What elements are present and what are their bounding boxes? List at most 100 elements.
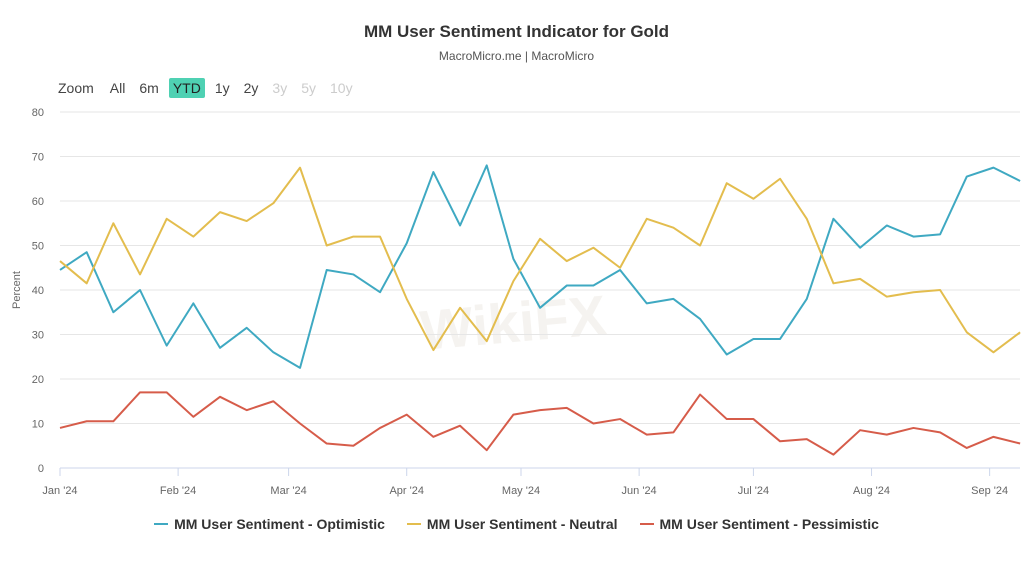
data-point[interactable]: [990, 349, 996, 355]
data-point[interactable]: [964, 174, 970, 180]
data-point[interactable]: [1017, 178, 1023, 184]
data-point[interactable]: [804, 296, 810, 302]
data-point[interactable]: [830, 216, 836, 222]
data-point[interactable]: [670, 225, 676, 231]
data-point[interactable]: [484, 162, 490, 168]
data-point[interactable]: [910, 289, 916, 295]
data-point[interactable]: [377, 425, 383, 431]
data-point[interactable]: [270, 398, 276, 404]
data-point[interactable]: [910, 425, 916, 431]
data-point[interactable]: [430, 169, 436, 175]
data-point[interactable]: [537, 407, 543, 413]
data-point[interactable]: [1017, 441, 1023, 447]
data-point[interactable]: [884, 294, 890, 300]
data-point[interactable]: [937, 429, 943, 435]
data-point[interactable]: [564, 258, 570, 264]
data-point[interactable]: [564, 283, 570, 289]
data-point[interactable]: [804, 436, 810, 442]
data-point[interactable]: [110, 309, 116, 315]
data-point[interactable]: [84, 418, 90, 424]
data-point[interactable]: [590, 421, 596, 427]
data-point[interactable]: [350, 443, 356, 449]
data-point[interactable]: [190, 414, 196, 420]
data-point[interactable]: [617, 265, 623, 271]
data-point[interactable]: [857, 276, 863, 282]
data-point[interactable]: [937, 231, 943, 237]
data-point[interactable]: [457, 423, 463, 429]
data-point[interactable]: [590, 283, 596, 289]
data-point[interactable]: [777, 336, 783, 342]
data-point[interactable]: [937, 287, 943, 293]
data-point[interactable]: [697, 243, 703, 249]
data-point[interactable]: [804, 216, 810, 222]
data-point[interactable]: [137, 287, 143, 293]
data-point[interactable]: [270, 200, 276, 206]
range-button-1y[interactable]: 1y: [214, 80, 230, 96]
range-button-2y[interactable]: 2y: [243, 80, 259, 96]
data-point[interactable]: [217, 345, 223, 351]
data-point[interactable]: [724, 416, 730, 422]
data-point[interactable]: [484, 447, 490, 453]
data-point[interactable]: [990, 165, 996, 171]
data-point[interactable]: [377, 289, 383, 295]
data-point[interactable]: [564, 405, 570, 411]
data-point[interactable]: [964, 329, 970, 335]
data-point[interactable]: [404, 296, 410, 302]
data-point[interactable]: [990, 434, 996, 440]
data-point[interactable]: [377, 234, 383, 240]
data-point[interactable]: [857, 427, 863, 433]
data-point[interactable]: [484, 338, 490, 344]
data-point[interactable]: [57, 258, 63, 264]
data-point[interactable]: [217, 394, 223, 400]
data-point[interactable]: [750, 336, 756, 342]
data-point[interactable]: [457, 305, 463, 311]
data-point[interactable]: [350, 271, 356, 277]
data-point[interactable]: [110, 220, 116, 226]
data-point[interactable]: [644, 300, 650, 306]
data-point[interactable]: [537, 305, 543, 311]
data-point[interactable]: [164, 343, 170, 349]
data-point[interactable]: [57, 425, 63, 431]
data-point[interactable]: [84, 280, 90, 286]
data-point[interactable]: [884, 432, 890, 438]
data-point[interactable]: [190, 300, 196, 306]
range-button-6m[interactable]: 6m: [139, 80, 159, 96]
data-point[interactable]: [57, 267, 63, 273]
data-point[interactable]: [510, 256, 516, 262]
data-point[interactable]: [190, 234, 196, 240]
range-button-ytd[interactable]: YTD: [168, 78, 205, 98]
data-point[interactable]: [644, 216, 650, 222]
data-point[interactable]: [270, 349, 276, 355]
data-point[interactable]: [964, 445, 970, 451]
data-point[interactable]: [164, 216, 170, 222]
data-point[interactable]: [110, 418, 116, 424]
data-point[interactable]: [404, 240, 410, 246]
data-point[interactable]: [830, 452, 836, 458]
data-point[interactable]: [457, 222, 463, 228]
data-point[interactable]: [644, 432, 650, 438]
data-point[interactable]: [724, 352, 730, 358]
data-point[interactable]: [510, 412, 516, 418]
data-point[interactable]: [697, 316, 703, 322]
legend-item[interactable]: MM User Sentiment - Optimistic: [154, 516, 385, 532]
data-point[interactable]: [884, 222, 890, 228]
data-point[interactable]: [350, 234, 356, 240]
data-point[interactable]: [137, 389, 143, 395]
data-point[interactable]: [750, 196, 756, 202]
data-point[interactable]: [430, 434, 436, 440]
data-point[interactable]: [244, 407, 250, 413]
data-point[interactable]: [697, 392, 703, 398]
legend-item[interactable]: MM User Sentiment - Pessimistic: [639, 516, 879, 532]
data-point[interactable]: [857, 245, 863, 251]
data-point[interactable]: [430, 347, 436, 353]
data-point[interactable]: [164, 389, 170, 395]
data-point[interactable]: [830, 280, 836, 286]
data-point[interactable]: [324, 267, 330, 273]
data-point[interactable]: [750, 416, 756, 422]
data-point[interactable]: [670, 296, 676, 302]
data-point[interactable]: [724, 180, 730, 186]
data-point[interactable]: [777, 176, 783, 182]
data-point[interactable]: [617, 416, 623, 422]
data-point[interactable]: [910, 234, 916, 240]
data-point[interactable]: [590, 245, 596, 251]
